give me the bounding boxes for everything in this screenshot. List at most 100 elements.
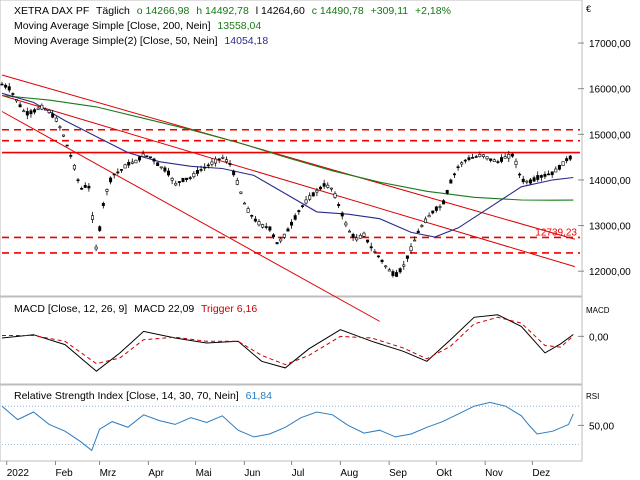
candle-body bbox=[4, 84, 8, 88]
candle-body bbox=[500, 157, 504, 162]
trend-line bbox=[1, 95, 575, 268]
candle-body bbox=[366, 239, 370, 243]
candle-body bbox=[442, 200, 446, 205]
candle-body bbox=[163, 167, 167, 172]
candle-body bbox=[217, 158, 221, 161]
candle-body bbox=[376, 255, 380, 258]
candle-body bbox=[340, 212, 344, 217]
candle-body bbox=[43, 108, 47, 111]
candle-body bbox=[65, 144, 69, 147]
candle-body bbox=[167, 170, 171, 176]
candle-body bbox=[391, 271, 395, 276]
candle-body bbox=[36, 107, 40, 110]
candle-body bbox=[239, 191, 243, 194]
candle-body bbox=[510, 153, 514, 157]
price-y-tick-label: 13000,00 bbox=[589, 222, 631, 233]
candle-body bbox=[507, 153, 511, 159]
candle-body bbox=[528, 179, 532, 184]
price-y-tick-label: 16000,00 bbox=[589, 85, 631, 96]
candle-body bbox=[90, 215, 94, 220]
ma50-line bbox=[1, 92, 574, 238]
candle-body bbox=[358, 234, 362, 239]
candle-body bbox=[319, 186, 323, 190]
candle-body bbox=[565, 158, 569, 162]
x-tick-label: Feb bbox=[56, 468, 74, 479]
candle-body bbox=[116, 171, 120, 174]
candle-body bbox=[308, 195, 312, 200]
rsi-line bbox=[1, 401, 574, 452]
candle-body bbox=[25, 111, 29, 116]
candle-body bbox=[413, 239, 417, 242]
candle-body bbox=[525, 180, 529, 183]
candle-body bbox=[532, 177, 536, 182]
candle-body bbox=[568, 155, 572, 160]
candle-body bbox=[297, 210, 301, 213]
candle-body bbox=[203, 166, 207, 169]
candle-body bbox=[109, 177, 113, 183]
rsi-legend: Relative Strength Index [Close, 14, 30, … bbox=[14, 390, 272, 402]
candle-body bbox=[478, 154, 482, 157]
candle-body bbox=[156, 162, 160, 167]
candle-body bbox=[94, 246, 98, 250]
candle-body bbox=[14, 99, 18, 102]
currency-label: € bbox=[586, 4, 591, 14]
candle-body bbox=[18, 104, 22, 108]
x-tick-label: Mrz bbox=[100, 468, 117, 479]
ma200-line bbox=[1, 94, 574, 201]
candle-body bbox=[380, 259, 384, 263]
candle-body bbox=[174, 182, 178, 186]
candle-body bbox=[11, 93, 15, 95]
candle-body bbox=[69, 155, 73, 157]
candle-body bbox=[474, 156, 478, 158]
candle-body bbox=[264, 226, 268, 228]
candle-body bbox=[87, 185, 91, 189]
candle-body bbox=[326, 184, 330, 188]
trend-line bbox=[1, 111, 380, 322]
candle-body bbox=[471, 157, 475, 159]
candle-body bbox=[398, 268, 402, 273]
candle-body bbox=[452, 173, 456, 176]
price-y-tick-label: 15000,00 bbox=[589, 130, 631, 141]
candle-body bbox=[456, 166, 460, 169]
candle-body bbox=[40, 104, 44, 110]
candle-body bbox=[62, 134, 66, 137]
candle-body bbox=[355, 237, 359, 241]
candle-body bbox=[282, 233, 286, 238]
candle-body bbox=[434, 206, 438, 211]
trend-line bbox=[1, 74, 575, 240]
candle-body bbox=[188, 177, 192, 179]
candle-body bbox=[195, 170, 199, 174]
candle-body bbox=[416, 230, 420, 234]
candle-body bbox=[547, 173, 551, 176]
level-label: 12739,23 bbox=[535, 227, 577, 238]
candle-body bbox=[536, 175, 540, 180]
candle-body bbox=[268, 226, 272, 231]
candle-body bbox=[337, 204, 341, 207]
x-tick-label: Nov bbox=[485, 468, 503, 479]
candle-body bbox=[185, 177, 189, 180]
price-panel-frame bbox=[0, 0, 583, 297]
candle-body bbox=[228, 163, 232, 165]
candle-body bbox=[250, 214, 254, 217]
candle-body bbox=[315, 189, 319, 193]
rsi-panel-label: RSI bbox=[586, 392, 599, 401]
candle-body bbox=[98, 226, 102, 231]
candle-body bbox=[123, 164, 127, 169]
candle-body bbox=[550, 171, 554, 176]
candle-body bbox=[105, 189, 109, 192]
candle-body bbox=[148, 156, 152, 159]
candle-body bbox=[438, 206, 442, 208]
candle-body bbox=[539, 175, 543, 178]
macd-line bbox=[1, 314, 574, 372]
macd-panel-label: MACD bbox=[586, 306, 610, 315]
price-header: XETRA DAX PF Täglich o 14266,98 h 14492,… bbox=[14, 5, 451, 17]
candle-body bbox=[290, 221, 294, 226]
candle-body bbox=[409, 246, 413, 252]
x-tick-label: Apr bbox=[148, 468, 164, 479]
x-tick-label: Aug bbox=[340, 468, 358, 479]
candle-body bbox=[279, 238, 283, 242]
candle-body bbox=[80, 188, 84, 190]
candle-body bbox=[347, 230, 351, 233]
